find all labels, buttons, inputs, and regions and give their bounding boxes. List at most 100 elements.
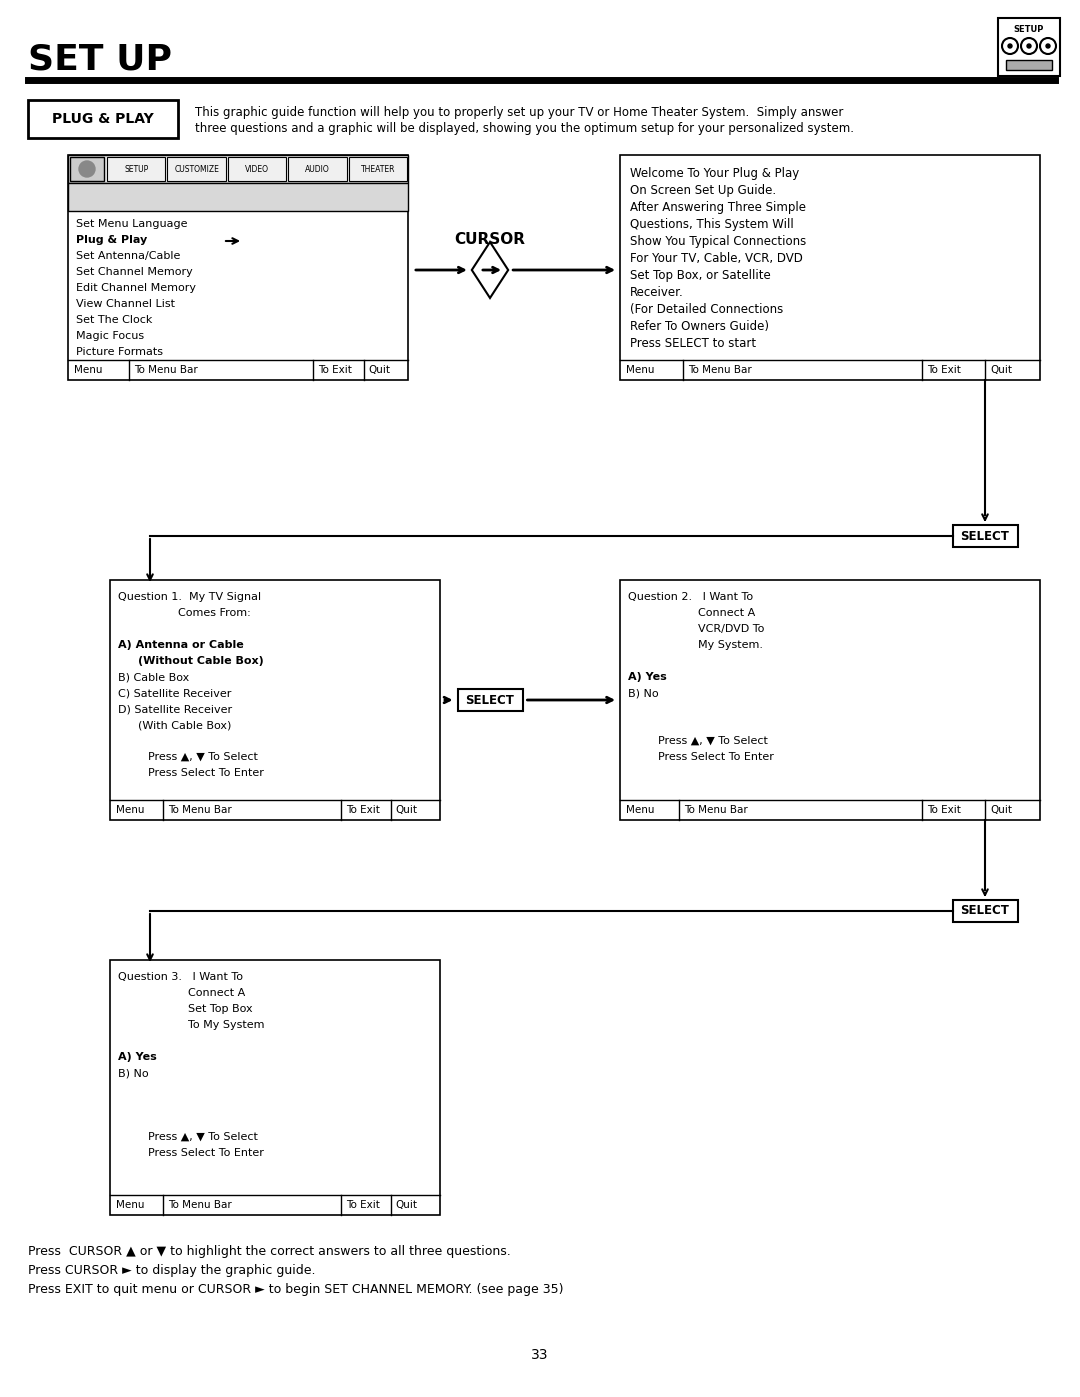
- Text: Quit: Quit: [990, 805, 1012, 814]
- Bar: [107, 156, 165, 182]
- Text: 33: 33: [531, 1348, 549, 1362]
- Circle shape: [1008, 43, 1012, 47]
- Text: A) Yes: A) Yes: [118, 1052, 157, 1062]
- Text: Menu: Menu: [116, 805, 145, 814]
- Text: Menu: Menu: [626, 805, 654, 814]
- Text: SELECT: SELECT: [960, 904, 1010, 918]
- Bar: [228, 156, 286, 182]
- Text: My System.: My System.: [698, 640, 762, 650]
- Text: To Exit: To Exit: [928, 805, 961, 814]
- Text: Press CURSOR ► to display the graphic guide.: Press CURSOR ► to display the graphic gu…: [28, 1264, 315, 1277]
- Text: To Menu Bar: To Menu Bar: [167, 1200, 231, 1210]
- Text: To Exit: To Exit: [346, 1200, 380, 1210]
- Text: Press ▲, ▼ To Select: Press ▲, ▼ To Select: [658, 736, 768, 746]
- Circle shape: [79, 161, 95, 177]
- Text: VCR/DVD To: VCR/DVD To: [698, 624, 765, 634]
- Text: Press Select To Enter: Press Select To Enter: [148, 768, 264, 778]
- Text: Quit: Quit: [990, 365, 1012, 374]
- Text: Set Channel Memory: Set Channel Memory: [76, 267, 192, 277]
- Text: Press SELECT to start: Press SELECT to start: [630, 337, 756, 351]
- Text: AUDIO: AUDIO: [305, 165, 329, 173]
- Bar: [68, 183, 408, 211]
- Text: Question 1.  My TV Signal: Question 1. My TV Signal: [118, 592, 261, 602]
- Text: B) Cable Box: B) Cable Box: [118, 672, 189, 682]
- Text: Plug & Play: Plug & Play: [76, 235, 147, 244]
- Text: For Your TV, Cable, VCR, DVD: For Your TV, Cable, VCR, DVD: [630, 251, 802, 265]
- Bar: [349, 156, 407, 182]
- Text: To My System: To My System: [188, 1020, 265, 1030]
- Text: Press EXIT to quit menu or CURSOR ► to begin SET CHANNEL MEMORY. (see page 35): Press EXIT to quit menu or CURSOR ► to b…: [28, 1282, 564, 1296]
- Text: After Answering Three Simple: After Answering Three Simple: [630, 201, 806, 214]
- Text: (With Cable Box): (With Cable Box): [138, 719, 231, 731]
- Text: Quit: Quit: [395, 1200, 418, 1210]
- Bar: [953, 900, 1017, 922]
- Bar: [70, 156, 104, 182]
- Bar: [953, 525, 1017, 548]
- Text: SETUP: SETUP: [1014, 25, 1044, 34]
- Text: Picture Formats: Picture Formats: [76, 346, 163, 358]
- Text: To Exit: To Exit: [318, 365, 352, 374]
- Text: To Exit: To Exit: [346, 805, 380, 814]
- Circle shape: [1027, 43, 1031, 47]
- Text: Press Select To Enter: Press Select To Enter: [148, 1148, 264, 1158]
- Text: Question 2.   I Want To: Question 2. I Want To: [627, 592, 753, 602]
- Text: three questions and a graphic will be displayed, showing you the optimum setup f: three questions and a graphic will be di…: [195, 122, 854, 136]
- Bar: [998, 18, 1059, 75]
- Text: To Menu Bar: To Menu Bar: [688, 365, 752, 374]
- Text: VIDEO: VIDEO: [245, 165, 269, 173]
- Text: A) Antenna or Cable: A) Antenna or Cable: [118, 640, 244, 650]
- Text: Menu: Menu: [116, 1200, 145, 1210]
- Text: (For Detailed Connections: (For Detailed Connections: [630, 303, 783, 316]
- Text: Press  CURSOR ▲ or ▼ to highlight the correct answers to all three questions.: Press CURSOR ▲ or ▼ to highlight the cor…: [28, 1245, 511, 1259]
- Bar: [110, 580, 440, 820]
- Bar: [167, 156, 226, 182]
- Text: To Menu Bar: To Menu Bar: [134, 365, 198, 374]
- Text: C) Satellite Receiver: C) Satellite Receiver: [118, 687, 231, 698]
- Circle shape: [1047, 43, 1050, 47]
- Text: Magic Focus: Magic Focus: [76, 331, 144, 341]
- Text: Connect A: Connect A: [698, 608, 755, 617]
- Text: Menu: Menu: [626, 365, 654, 374]
- Text: Set Antenna/Cable: Set Antenna/Cable: [76, 251, 180, 261]
- Text: Questions, This System Will: Questions, This System Will: [630, 218, 794, 231]
- Text: D) Satellite Receiver: D) Satellite Receiver: [118, 704, 232, 714]
- Text: On Screen Set Up Guide.: On Screen Set Up Guide.: [630, 184, 777, 197]
- Bar: [68, 155, 408, 183]
- Text: Connect A: Connect A: [188, 988, 245, 997]
- Text: View Channel List: View Channel List: [76, 299, 175, 309]
- Text: This graphic guide function will help you to properly set up your TV or Home The: This graphic guide function will help yo…: [195, 106, 843, 119]
- Text: B) No: B) No: [627, 687, 659, 698]
- Bar: [458, 689, 523, 711]
- Text: Quit: Quit: [395, 805, 418, 814]
- Text: Welcome To Your Plug & Play: Welcome To Your Plug & Play: [630, 168, 799, 180]
- Text: Question 3.   I Want To: Question 3. I Want To: [118, 972, 243, 982]
- Text: To Exit: To Exit: [928, 365, 961, 374]
- Text: Menu: Menu: [75, 365, 103, 374]
- Text: Quit: Quit: [368, 365, 391, 374]
- Text: Edit Channel Memory: Edit Channel Memory: [76, 284, 195, 293]
- Text: To Menu Bar: To Menu Bar: [167, 805, 231, 814]
- Text: PLUG & PLAY: PLUG & PLAY: [52, 112, 153, 126]
- Text: SET UP: SET UP: [28, 43, 172, 77]
- Text: (Without Cable Box): (Without Cable Box): [138, 657, 264, 666]
- Text: Show You Typical Connections: Show You Typical Connections: [630, 235, 807, 249]
- Text: A) Yes: A) Yes: [627, 672, 666, 682]
- Bar: [68, 155, 408, 380]
- Text: Receiver.: Receiver.: [630, 286, 684, 299]
- Text: Refer To Owners Guide): Refer To Owners Guide): [630, 320, 769, 332]
- Text: THEATER: THEATER: [361, 165, 395, 173]
- Text: To Menu Bar: To Menu Bar: [684, 805, 747, 814]
- Text: B) No: B) No: [118, 1067, 149, 1078]
- Text: Press ▲, ▼ To Select: Press ▲, ▼ To Select: [148, 1132, 258, 1141]
- Text: Press Select To Enter: Press Select To Enter: [658, 752, 774, 761]
- Bar: [288, 156, 347, 182]
- Bar: [620, 580, 1040, 820]
- Text: Comes From:: Comes From:: [178, 608, 251, 617]
- Text: CURSOR: CURSOR: [455, 232, 526, 247]
- Text: Set The Clock: Set The Clock: [76, 314, 152, 326]
- Text: Set Menu Language: Set Menu Language: [76, 219, 188, 229]
- Text: Set Top Box, or Satellite: Set Top Box, or Satellite: [630, 270, 771, 282]
- Text: SELECT: SELECT: [465, 693, 514, 707]
- Bar: [110, 960, 440, 1215]
- Text: SETUP: SETUP: [124, 165, 148, 173]
